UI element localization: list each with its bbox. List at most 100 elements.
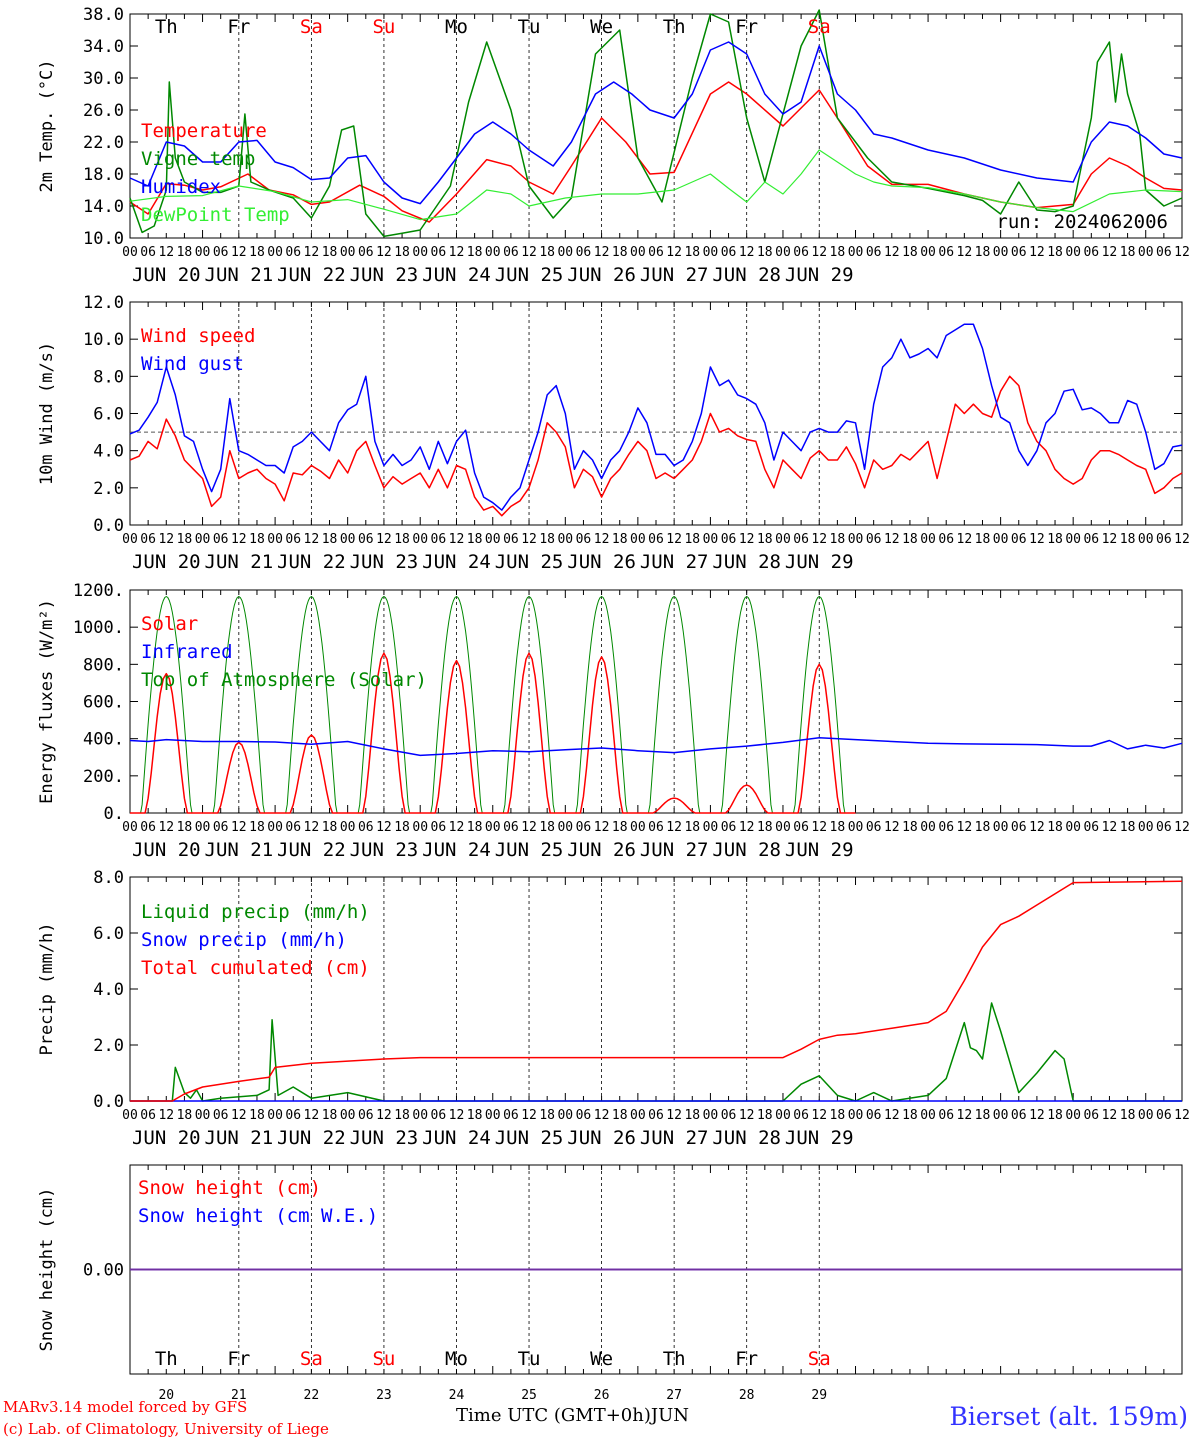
month-label: JUN [650, 1405, 690, 1426]
day-number: 28 [739, 1388, 755, 1403]
panel-frame [129, 589, 1183, 814]
hour-label: 18 [249, 820, 265, 835]
hour-label: 12 [376, 820, 392, 835]
hour-label: 18 [757, 245, 773, 260]
hour-label: 18 [902, 532, 918, 547]
date-label: JUN 25 [495, 551, 564, 573]
hour-label: 00 [267, 820, 283, 835]
y-tick-label: 30.0 [83, 69, 124, 89]
date-label: JUN 26 [567, 839, 636, 861]
hour-label: 12 [666, 532, 682, 547]
hour-label: 06 [358, 1108, 374, 1123]
hour-label: 18 [902, 820, 918, 835]
hour-label: 18 [322, 820, 338, 835]
hour-label: 06 [140, 245, 156, 260]
date-label: JUN 23 [350, 839, 419, 861]
date-label: JUN 28 [712, 551, 781, 573]
date-label: JUN 25 [495, 1127, 564, 1149]
hour-label: 06 [866, 1108, 882, 1123]
hour-label: 12 [957, 820, 973, 835]
hour-label: 06 [1083, 245, 1099, 260]
day-number: 21 [231, 1388, 247, 1403]
hour-label: 00 [1065, 820, 1081, 835]
hour-label: 18 [1120, 532, 1136, 547]
weekday-label: Mo [445, 1348, 468, 1370]
hour-label: 06 [1156, 820, 1172, 835]
hour-label: 06 [1083, 820, 1099, 835]
legend-wind-speed: Wind speed [141, 325, 255, 347]
hour-label: 00 [340, 1108, 356, 1123]
date-label: JUN 22 [277, 551, 346, 573]
hour-label: 12 [957, 1108, 973, 1123]
weekday-label: Sa [300, 16, 323, 38]
y-tick-label: 18.0 [83, 165, 124, 185]
hour-label: 00 [1138, 245, 1154, 260]
hour-label: 06 [938, 532, 954, 547]
day-number: 23 [376, 1388, 392, 1403]
hour-label: 00 [340, 532, 356, 547]
weekday-label: Th [155, 16, 178, 38]
hour-label: 12 [594, 1108, 610, 1123]
time-label: Time UTC (GMT+0h) [456, 1405, 651, 1426]
hour-label: 06 [358, 820, 374, 835]
hour-label: 12 [304, 532, 320, 547]
date-label: JUN 23 [350, 1127, 419, 1149]
hour-label: 00 [195, 532, 211, 547]
hour-label: 12 [449, 245, 465, 260]
date-label: JUN 24 [422, 264, 491, 286]
date-label: JUN 24 [422, 839, 491, 861]
hour-label: 12 [811, 532, 827, 547]
hour-label: 12 [521, 245, 537, 260]
day-number: 22 [304, 1388, 320, 1403]
hour-label: 06 [1083, 1108, 1099, 1123]
hour-label: 00 [848, 1108, 864, 1123]
hour-label: 00 [703, 532, 719, 547]
lab-credit: (c) Lab. of Climatology, University of L… [3, 1420, 329, 1438]
hour-label: 00 [1065, 1108, 1081, 1123]
hour-label: 06 [503, 820, 519, 835]
date-label: JUN 25 [495, 839, 564, 861]
hour-label: 12 [376, 1108, 392, 1123]
hour-label: 00 [993, 1108, 1009, 1123]
panel-0 [129, 13, 1183, 239]
hour-label: 00 [1065, 245, 1081, 260]
hour-label: 12 [1174, 532, 1190, 547]
date-label: JUN 20 [132, 551, 201, 573]
y-tick-label: 22.0 [83, 133, 124, 153]
hour-label: 18 [975, 820, 991, 835]
hour-label: 12 [231, 532, 247, 547]
hour-label: 06 [285, 1108, 301, 1123]
hour-label: 12 [158, 245, 174, 260]
hour-label: 06 [576, 1108, 592, 1123]
hour-label: 06 [1156, 532, 1172, 547]
hour-label: 12 [1174, 245, 1190, 260]
hour-label: 00 [848, 245, 864, 260]
hour-label: 12 [884, 820, 900, 835]
date-label: JUN 20 [132, 839, 201, 861]
hour-label: 06 [431, 532, 447, 547]
weekday-label: Sa [808, 1348, 831, 1370]
legend-wind-gust: Wind gust [141, 353, 244, 375]
date-label: JUN 29 [785, 839, 854, 861]
hour-label: 00 [1138, 820, 1154, 835]
hour-label: 18 [539, 820, 555, 835]
weekday-label: Tu [518, 16, 541, 38]
y-axis-title: 10m Wind (m/s) [37, 342, 57, 485]
hour-label: 18 [612, 1108, 628, 1123]
y-axis-title: Energy fluxes (W/m²) [37, 599, 57, 804]
hour-label: 06 [1011, 245, 1027, 260]
y-tick-label: 34.0 [83, 37, 124, 57]
hour-label: 18 [394, 1108, 410, 1123]
y-tick-label: 1200. [73, 581, 124, 601]
hour-label: 00 [630, 245, 646, 260]
date-label: JUN 28 [712, 839, 781, 861]
hour-label: 00 [412, 532, 428, 547]
hour-label: 18 [830, 1108, 846, 1123]
y-tick-label: 4.0 [93, 442, 124, 462]
y-tick-label: 38.0 [83, 5, 124, 25]
y-axis-title: Snow height (cm) [37, 1188, 57, 1352]
legend-infrared: Infrared [141, 641, 233, 663]
hour-label: 18 [1120, 820, 1136, 835]
weekday-label: Mo [445, 16, 468, 38]
date-label: JUN 24 [422, 1127, 491, 1149]
